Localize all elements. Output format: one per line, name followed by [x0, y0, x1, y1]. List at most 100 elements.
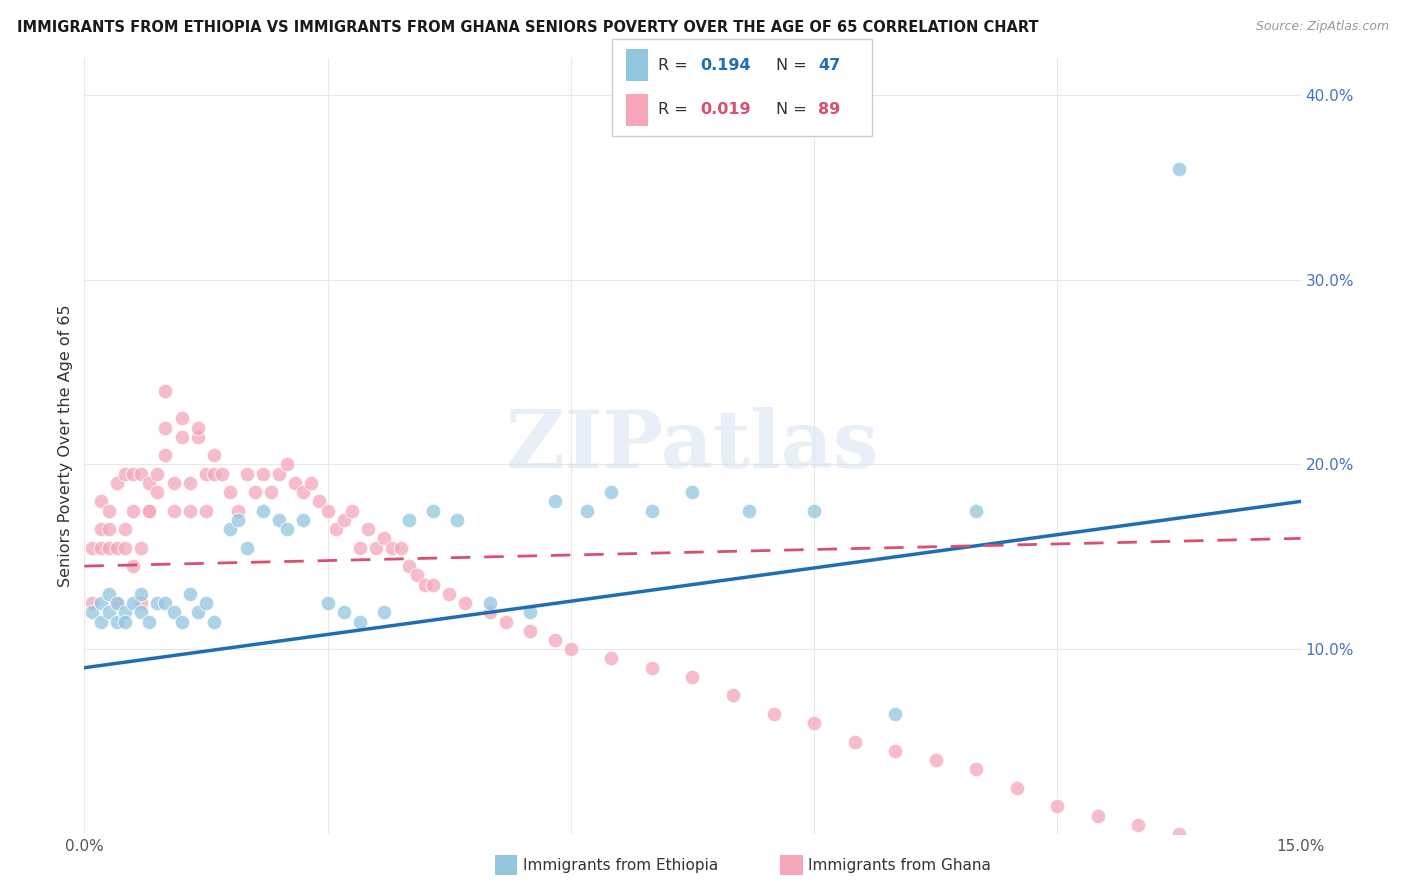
Point — [194, 503, 218, 517]
Point — [105, 541, 128, 555]
Point — [267, 467, 290, 481]
Point — [600, 651, 623, 665]
Point — [965, 503, 987, 517]
Point — [519, 624, 541, 638]
Point — [228, 513, 250, 527]
Point — [228, 503, 250, 517]
Point — [600, 485, 623, 500]
Point — [721, 689, 744, 703]
Point — [543, 633, 565, 648]
Point — [478, 605, 501, 619]
Text: 47: 47 — [818, 58, 841, 73]
Point — [446, 513, 468, 527]
Point — [90, 615, 112, 629]
Point — [340, 503, 363, 517]
Point — [105, 596, 128, 610]
Point — [162, 503, 184, 517]
Text: R =: R = — [658, 102, 693, 117]
Point — [155, 384, 177, 398]
Point — [105, 475, 128, 490]
Point — [299, 475, 322, 490]
Point — [97, 503, 120, 517]
Text: R =: R = — [658, 58, 693, 73]
Point — [738, 503, 761, 517]
Text: 0.019: 0.019 — [700, 102, 751, 117]
Point — [170, 430, 193, 444]
Point — [129, 605, 152, 619]
Point — [576, 503, 599, 517]
Point — [146, 467, 169, 481]
Point — [1087, 808, 1109, 822]
Text: N =: N = — [776, 58, 813, 73]
Point — [97, 522, 120, 536]
Point — [454, 596, 477, 610]
Point — [235, 467, 257, 481]
Point — [97, 605, 120, 619]
Point — [114, 615, 136, 629]
Point — [1167, 827, 1189, 841]
Point — [82, 605, 104, 619]
Text: 0.194: 0.194 — [700, 58, 751, 73]
Point — [373, 605, 395, 619]
Point — [105, 615, 128, 629]
Point — [349, 541, 371, 555]
Text: ZIPatlas: ZIPatlas — [506, 407, 879, 485]
Point — [138, 615, 160, 629]
Point — [422, 577, 444, 591]
Point — [162, 475, 184, 490]
Point — [122, 559, 145, 574]
Point — [925, 753, 948, 767]
Point — [122, 596, 145, 610]
Point — [187, 420, 209, 434]
Point — [560, 642, 582, 657]
Point — [1128, 818, 1150, 832]
Point — [155, 596, 177, 610]
Point — [202, 467, 225, 481]
Text: Immigrants from Ghana: Immigrants from Ghana — [808, 858, 991, 872]
Point — [543, 494, 565, 508]
Text: 89: 89 — [818, 102, 841, 117]
Point — [122, 467, 145, 481]
Point — [333, 605, 356, 619]
Point — [129, 467, 152, 481]
Point — [82, 596, 104, 610]
Point — [398, 513, 420, 527]
Point — [965, 762, 987, 776]
Point — [405, 568, 427, 582]
Point — [97, 587, 120, 601]
Point — [292, 485, 315, 500]
Point — [114, 467, 136, 481]
Point — [316, 596, 339, 610]
Point — [267, 513, 290, 527]
Text: Source: ZipAtlas.com: Source: ZipAtlas.com — [1256, 20, 1389, 33]
Point — [243, 485, 266, 500]
Point — [413, 577, 436, 591]
Point — [349, 615, 371, 629]
Point — [129, 587, 152, 601]
Point — [235, 541, 257, 555]
Point — [187, 430, 209, 444]
Point — [211, 467, 233, 481]
Point — [146, 485, 169, 500]
Point — [844, 734, 866, 748]
Point — [803, 503, 825, 517]
Point — [187, 605, 209, 619]
Point — [129, 541, 152, 555]
Point — [170, 615, 193, 629]
Point — [138, 475, 160, 490]
Point — [333, 513, 356, 527]
Point — [138, 503, 160, 517]
Text: Immigrants from Ethiopia: Immigrants from Ethiopia — [523, 858, 718, 872]
Point — [129, 596, 152, 610]
Point — [284, 475, 307, 490]
Point — [276, 458, 298, 472]
Point — [682, 670, 704, 684]
Point — [519, 605, 541, 619]
Point — [202, 615, 225, 629]
Point — [1005, 780, 1028, 795]
Point — [252, 503, 274, 517]
Point — [114, 541, 136, 555]
Point — [194, 596, 218, 610]
Point — [884, 744, 907, 758]
Point — [162, 605, 184, 619]
